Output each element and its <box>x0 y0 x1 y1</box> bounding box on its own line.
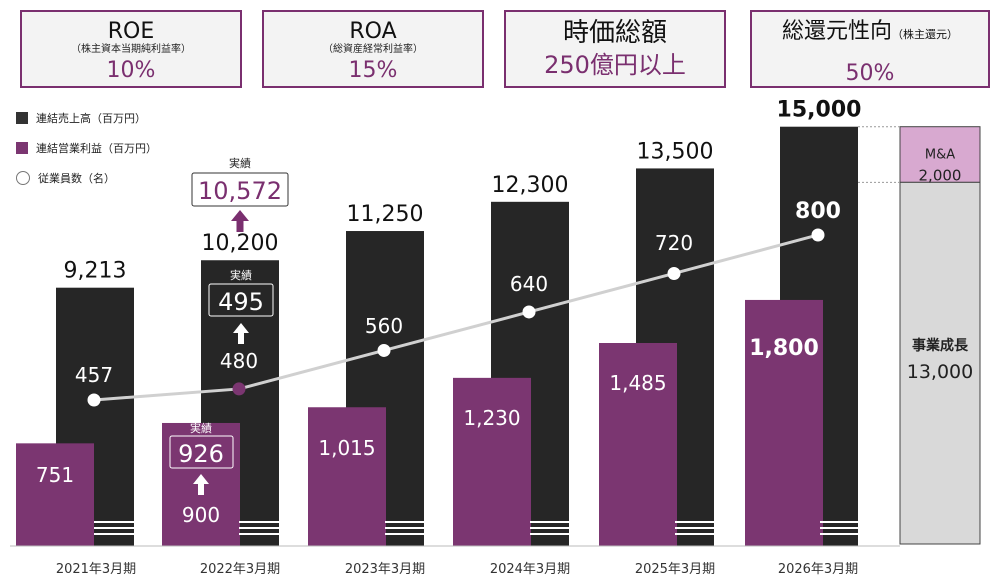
employees-point <box>232 382 246 396</box>
breakdown-growth-box <box>899 181 981 545</box>
employees-value-label: 640 <box>510 272 548 296</box>
kpi-title: 時価総額 <box>562 18 667 48</box>
sales-value-label: 9,213 <box>64 259 127 284</box>
kpi-market-cap: 時価総額 250億円以上 <box>504 10 726 88</box>
actual-sales-value: 10,572 <box>198 177 282 205</box>
up-arrow-icon <box>193 474 209 495</box>
actual-label: 実績 <box>229 156 251 170</box>
employees-point <box>377 343 391 357</box>
profit-value-label: 900 <box>182 503 220 527</box>
up-arrow-icon <box>233 323 249 344</box>
breakdown-ma-box <box>899 126 981 183</box>
sales-value-label: 11,250 <box>347 202 424 227</box>
breakdown-ma-value: 2,000 <box>919 167 962 185</box>
profit-bar <box>308 407 386 546</box>
profit-value-label: 1,015 <box>318 436 375 460</box>
employees-value-label: 457 <box>75 363 113 387</box>
breakdown-growth-label: 事業成長 <box>912 337 969 354</box>
profit-value-label: 1,485 <box>609 371 666 395</box>
kpi-value: 15% <box>348 58 398 83</box>
kpi-roe: ROE （株主資本当期純利益率） 10% <box>20 10 242 88</box>
x-tick-label: 2023年3月期 <box>345 562 425 577</box>
sales-value-label: 13,500 <box>637 139 714 164</box>
x-tick-label: 2024年3月期 <box>490 562 570 577</box>
employees-value-label: 560 <box>365 314 403 338</box>
profit-value-label: 751 <box>36 463 74 487</box>
kpi-title-small: （株主還元） <box>892 28 958 41</box>
kpi-value: 10% <box>106 58 156 83</box>
kpi-title-row: 総還元性向（株主還元） <box>752 20 988 47</box>
kpi-title: ROA <box>349 19 397 44</box>
employees-value-label: 720 <box>655 231 693 255</box>
actual-employees-box <box>208 283 274 317</box>
profit-value-label: 1,230 <box>463 406 520 430</box>
kpi-value: 250億円以上 <box>544 51 686 79</box>
profit-bar <box>599 343 677 546</box>
kpi-subtitle: （総資産経常利益率） <box>323 44 423 55</box>
kpi-subtitle: （株主資本当期純利益率） <box>71 44 191 55</box>
employees-point <box>811 228 825 242</box>
kpi-total-return: 総還元性向（株主還元） 50% <box>750 10 990 88</box>
actual-profit-box <box>169 435 234 469</box>
kpi-roa: ROA （総資産経常利益率） 15% <box>262 10 484 88</box>
breakdown-growth-value: 13,000 <box>907 361 973 383</box>
legend-employees-label: 従業員数（名） <box>38 172 115 185</box>
actual-label: 実績 <box>230 268 252 282</box>
actual-label: 実績 <box>190 421 212 435</box>
sales-value-label: 15,000 <box>777 98 862 123</box>
employees-value-label: 480 <box>220 349 258 373</box>
sales-value-label: 12,300 <box>492 173 569 198</box>
profit-bar <box>16 443 94 546</box>
employees-point <box>522 305 536 319</box>
x-tick-label: 2025年3月期 <box>635 562 715 577</box>
kpi-title: ROE <box>107 19 155 44</box>
profit-bar <box>453 377 531 546</box>
up-arrow-icon <box>231 210 249 232</box>
employees-point <box>87 393 101 407</box>
employees-line <box>93 233 819 402</box>
legend-employees: 従業員数（名） <box>16 170 115 186</box>
legend-sales-swatch <box>16 112 28 124</box>
profit-value-label: 1,800 <box>749 336 819 361</box>
x-tick-label: 2021年3月期 <box>56 562 136 577</box>
legend-profit: 連結営業利益（百万円） <box>16 140 157 156</box>
employees-point <box>667 266 681 280</box>
kpi-value: 50% <box>845 61 895 86</box>
legend-employees-marker <box>16 171 30 185</box>
actual-sales-box <box>191 172 289 207</box>
legend-sales-label: 連結売上高（百万円） <box>36 112 146 125</box>
legend-sales: 連結売上高（百万円） <box>16 110 146 126</box>
profit-bar <box>745 299 823 546</box>
actual-profit-value: 926 <box>178 440 224 468</box>
legend-profit-swatch <box>16 142 28 154</box>
x-tick-label: 2022年3月期 <box>200 562 280 577</box>
x-tick-label: 2026年3月期 <box>778 562 858 577</box>
sales-value-label: 10,200 <box>202 231 279 256</box>
kpi-title: 総還元性向 <box>781 19 892 44</box>
actual-employees-value: 495 <box>218 288 264 316</box>
breakdown-ma-label: M&A <box>925 148 955 163</box>
employees-value-label: 800 <box>795 199 841 224</box>
legend-profit-label: 連結営業利益（百万円） <box>36 142 157 155</box>
